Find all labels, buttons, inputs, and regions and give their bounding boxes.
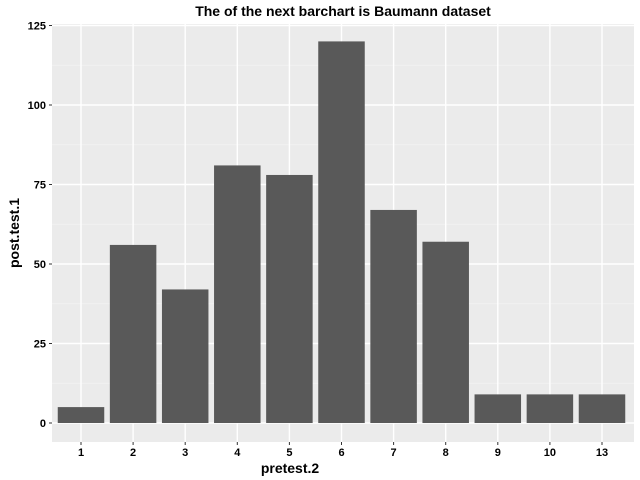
x-tick-label: 5 — [286, 447, 292, 459]
y-tick-label: 100 — [28, 100, 46, 112]
y-axis-ticks: 0 25 50 75 100 125 — [28, 21, 52, 430]
x-tick-label: 4 — [234, 447, 241, 459]
y-tick-label: 0 — [40, 418, 46, 430]
bar-3 — [161, 289, 209, 423]
bar-6 — [318, 41, 365, 424]
x-tick-label: 9 — [495, 447, 501, 459]
y-tick-label: 25 — [34, 339, 46, 351]
bar-5 — [266, 174, 313, 423]
bar-4 — [214, 165, 261, 424]
x-tick-label: 1 — [78, 447, 84, 459]
chart-title: The of the next barchart is Baumann data… — [195, 3, 491, 19]
bar-8 — [422, 241, 469, 423]
bar-1 — [57, 407, 105, 423]
x-axis-title: pretest.2 — [261, 460, 320, 476]
y-tick-label: 125 — [28, 21, 46, 33]
y-axis-title: post.test.1 — [6, 198, 22, 268]
bar-9 — [474, 394, 522, 423]
y-tick-label: 75 — [34, 180, 46, 192]
x-tick-label: 3 — [182, 447, 188, 459]
x-tick-label: 2 — [130, 447, 136, 459]
x-tick-label: 13 — [596, 447, 608, 459]
x-tick-label: 8 — [443, 447, 449, 459]
bar-7 — [370, 209, 417, 423]
bar-10 — [526, 394, 574, 423]
y-tick-label: 50 — [34, 259, 46, 271]
x-tick-label: 7 — [391, 447, 397, 459]
bars — [57, 41, 626, 424]
bar-13 — [578, 394, 626, 423]
bar-2 — [109, 244, 157, 423]
x-tick-label: 6 — [338, 447, 344, 459]
x-axis-ticks: 1 2 3 4 5 6 7 8 9 10 13 — [78, 442, 608, 459]
x-tick-label: 10 — [544, 447, 556, 459]
